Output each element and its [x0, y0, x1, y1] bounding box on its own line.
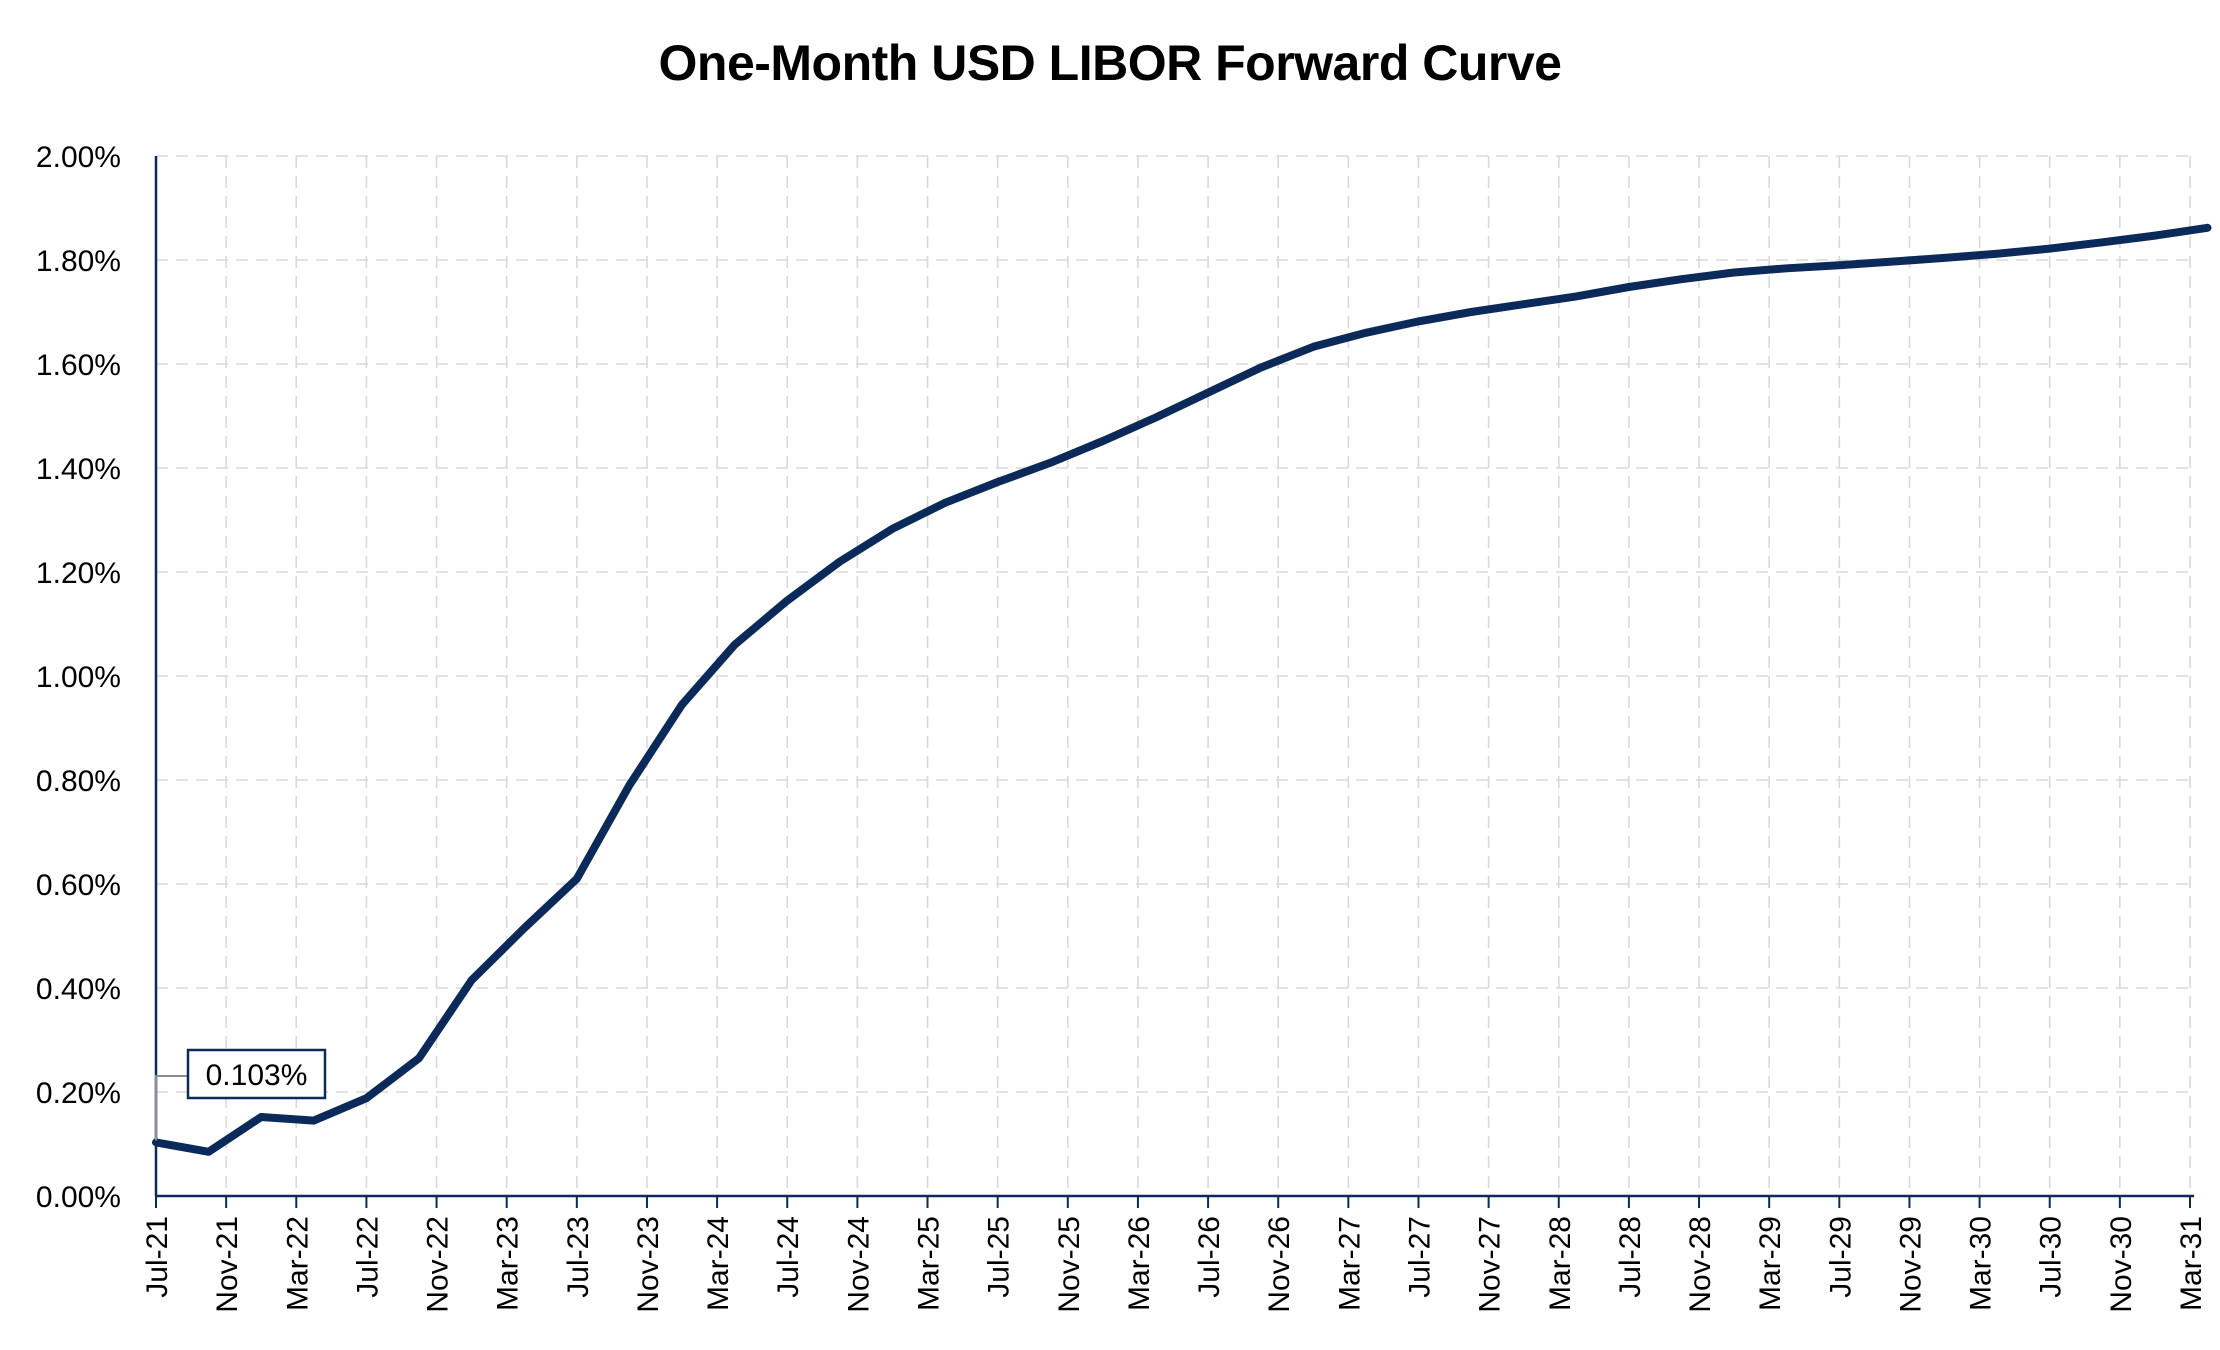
axes	[154, 156, 2194, 1208]
x-tick-label: Jul-27	[1403, 1216, 1436, 1298]
grid	[156, 155, 2194, 1196]
annotation-leader	[155, 1075, 188, 1141]
y-tick-label: 0.20%	[36, 1077, 121, 1110]
chart-title: One-Month USD LIBOR Forward Curve	[658, 35, 1562, 91]
series-line	[152, 223, 2212, 1156]
y-tick-label: 1.80%	[36, 245, 121, 278]
y-tick-label: 2.00%	[36, 141, 121, 174]
x-tick-label: Mar-30	[1965, 1216, 1998, 1311]
y-tick-label: 1.60%	[36, 349, 121, 382]
x-tick-label: Jul-21	[141, 1216, 174, 1298]
x-tick-label: Mar-22	[281, 1216, 314, 1311]
x-axis-ticks: Jul-21 Nov-21 Mar-22 Jul-22 Nov-22 Mar-23 Jul-…	[141, 1216, 2208, 1313]
series	[152, 223, 2212, 1156]
x-tick-label: Mar-26	[1123, 1216, 1156, 1311]
x-tick-label: Jul-24	[772, 1216, 805, 1298]
x-tick-label: Nov-25	[1053, 1216, 1086, 1313]
y-tick-label: 1.20%	[36, 557, 121, 590]
x-tick-label: Mar-28	[1544, 1216, 1577, 1311]
annotation-label: 0.103%	[206, 1059, 308, 1092]
x-tick-label: Nov-30	[2105, 1216, 2138, 1313]
x-tick-label: Jul-22	[351, 1216, 384, 1298]
x-tick-label: Jul-23	[562, 1216, 595, 1298]
x-tick-label: Nov-22	[422, 1216, 455, 1313]
x-tick-label: Jul-30	[2035, 1216, 2068, 1298]
x-tick-label: Mar-27	[1333, 1216, 1366, 1311]
annotations: 0.103%	[155, 1048, 327, 1141]
y-tick-label: 0.80%	[36, 765, 121, 798]
y-tick-label: 1.40%	[36, 453, 121, 486]
x-tick-label: Jul-25	[983, 1216, 1016, 1298]
y-tick-label: 0.00%	[36, 1181, 121, 1214]
x-tick-label: Nov-28	[1684, 1216, 1717, 1313]
x-tick-label: Jul-28	[1614, 1216, 1647, 1298]
x-tick-label: Mar-24	[702, 1216, 735, 1311]
y-tick-label: 0.40%	[36, 973, 121, 1006]
x-tick-label: Mar-29	[1754, 1216, 1787, 1311]
x-tick-label: Nov-24	[842, 1216, 875, 1313]
x-tick-label: Mar-31	[2175, 1216, 2208, 1311]
x-tick-label: Jul-29	[1824, 1216, 1857, 1298]
y-axis-ticks: 0.00% 0.20% 0.40% 0.60% 0.80% 1.00% 1.20% 1.40%…	[36, 141, 121, 1214]
x-tick-label: Nov-26	[1263, 1216, 1296, 1313]
x-tick-label: Nov-29	[1894, 1216, 1927, 1313]
x-tick-label: Jul-26	[1193, 1216, 1226, 1298]
y-tick-label: 0.60%	[36, 869, 121, 902]
x-tick-label: Nov-23	[632, 1216, 665, 1313]
x-tick-label: Nov-21	[211, 1216, 244, 1313]
x-tick-label: Mar-25	[913, 1216, 946, 1311]
y-tick-label: 1.00%	[36, 661, 121, 694]
annotation-box	[186, 1048, 327, 1100]
x-tick-label: Mar-23	[492, 1216, 525, 1311]
x-tick-label: Nov-27	[1474, 1216, 1507, 1313]
